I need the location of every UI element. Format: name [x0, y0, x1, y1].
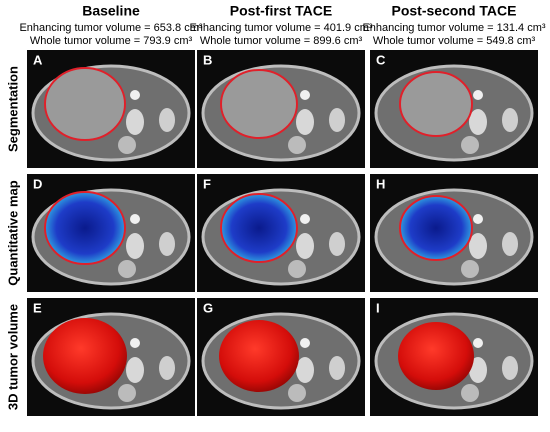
row-label: 3D tumor volume — [5, 304, 20, 410]
kidney — [126, 109, 144, 135]
aorta — [300, 90, 310, 100]
aorta — [300, 214, 310, 224]
kidney — [296, 357, 314, 383]
column-title: Baseline — [82, 3, 140, 19]
spine — [118, 136, 136, 154]
whole-volume: Whole tumor volume = 549.8 cm³ — [373, 35, 536, 47]
mri-panel: H — [370, 174, 538, 292]
kidney — [329, 108, 345, 132]
tumor-outline — [220, 69, 298, 139]
kidney — [159, 356, 175, 380]
kidney — [126, 233, 144, 259]
kidney — [469, 233, 487, 259]
panel-letter: D — [33, 176, 42, 191]
spine — [288, 260, 306, 278]
kidney — [469, 109, 487, 135]
kidney — [502, 356, 518, 380]
kidney — [126, 357, 144, 383]
tumor-outline — [44, 67, 126, 141]
aorta — [300, 338, 310, 348]
aorta — [473, 338, 483, 348]
kidney — [329, 232, 345, 256]
mri-panel: G — [197, 298, 365, 416]
kidney — [296, 109, 314, 135]
enhancing-volume: Enhancing tumor volume = 653.8 cm³ — [19, 22, 202, 34]
tumor-outline — [399, 71, 473, 137]
whole-volume: Whole tumor volume = 899.6 cm³ — [200, 35, 363, 47]
spine — [118, 384, 136, 402]
mri-panel: A — [27, 50, 195, 168]
aorta — [130, 90, 140, 100]
panel-letter: G — [203, 300, 213, 315]
tumor-3d — [219, 320, 299, 392]
mri-panel: E — [27, 298, 195, 416]
panel-letter: I — [376, 300, 380, 315]
enhancing-volume: Enhancing tumor volume = 131.4 cm³ — [362, 22, 545, 34]
mri-panel: C — [370, 50, 538, 168]
column-title: Post-first TACE — [230, 3, 332, 19]
aorta — [473, 90, 483, 100]
panel-letter: C — [376, 52, 386, 67]
mri-panel: D — [27, 174, 195, 292]
aorta — [130, 338, 140, 348]
kidney — [296, 233, 314, 259]
whole-volume: Whole tumor volume = 793.9 cm³ — [30, 35, 193, 47]
aorta — [130, 214, 140, 224]
spine — [461, 136, 479, 154]
column-title: Post-second TACE — [392, 3, 517, 19]
kidney — [502, 232, 518, 256]
aorta — [473, 214, 483, 224]
tumor-3d — [43, 318, 127, 394]
spine — [461, 384, 479, 402]
panel-letter: E — [33, 300, 42, 315]
mri-panel: F — [197, 174, 365, 292]
kidney — [159, 232, 175, 256]
kidney — [502, 108, 518, 132]
enhancing-volume: Enhancing tumor volume = 401.9 cm³ — [189, 22, 372, 34]
panel-letter: A — [33, 52, 43, 67]
kidney — [159, 108, 175, 132]
spine — [288, 384, 306, 402]
panel-letter: B — [203, 52, 212, 67]
row-label: Segmentation — [5, 66, 20, 152]
mri-panel: I — [370, 298, 538, 416]
tumor-map — [220, 193, 298, 263]
kidney — [469, 357, 487, 383]
kidney — [329, 356, 345, 380]
spine — [118, 260, 136, 278]
tumor-3d — [398, 322, 474, 390]
spine — [288, 136, 306, 154]
panel-letter: F — [203, 176, 211, 191]
tumor-map — [44, 191, 126, 265]
tumor-map — [399, 195, 473, 261]
mri-panel: B — [197, 50, 365, 168]
panel-letter: H — [376, 176, 385, 191]
spine — [461, 260, 479, 278]
row-label: Quantitative map — [5, 180, 20, 286]
